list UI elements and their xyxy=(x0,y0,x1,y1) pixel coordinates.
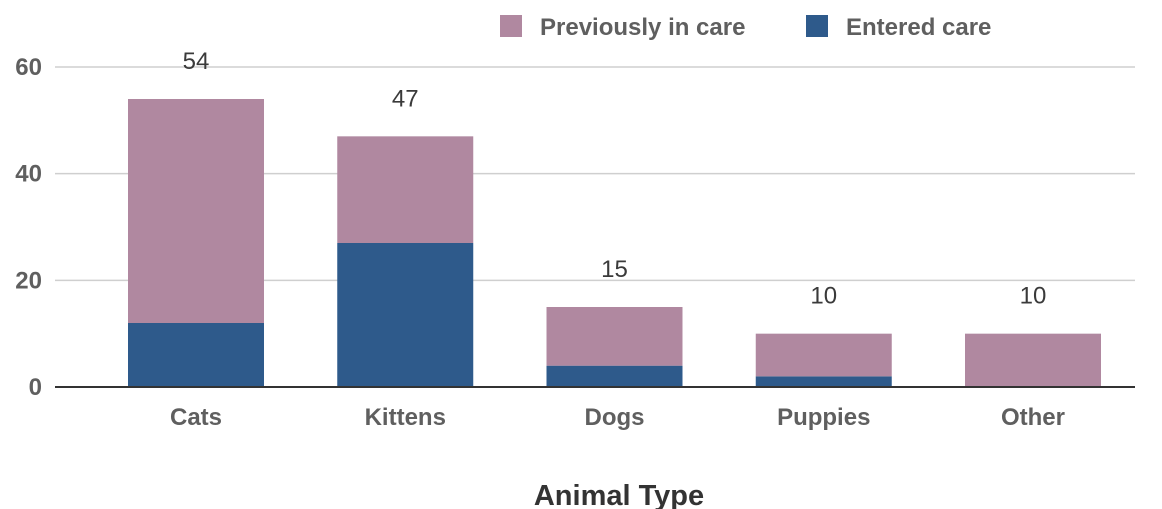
bar-segment-previously-in-care-kittens xyxy=(337,136,474,243)
y-tick-label: 20 xyxy=(15,267,42,294)
total-label-kittens: 47 xyxy=(392,85,419,112)
bar-segment-previously-in-care-cats xyxy=(128,99,264,323)
bar-segment-entered-care-cats xyxy=(128,323,264,387)
category-label-cats: Cats xyxy=(170,404,222,431)
total-labels: 54 47 15 10 10 xyxy=(183,48,1047,310)
category-label-other: Other xyxy=(1001,404,1065,431)
bars xyxy=(128,99,1101,387)
category-label-puppies: Puppies xyxy=(777,404,870,431)
y-tick-label: 40 xyxy=(15,161,42,188)
total-label-cats: 54 xyxy=(183,48,210,75)
bar-segment-previously-in-care-dogs xyxy=(546,307,683,366)
x-axis-category-labels: Cats Kittens Dogs Puppies Other xyxy=(170,404,1065,431)
legend-swatch-previously-in-care xyxy=(500,15,522,37)
legend-swatch-entered-care xyxy=(806,15,828,37)
legend-label-entered-care: Entered care xyxy=(846,14,991,41)
total-label-other: 10 xyxy=(1020,283,1047,310)
legend-label-previously-in-care: Previously in care xyxy=(540,14,745,41)
total-label-dogs: 15 xyxy=(601,256,628,283)
category-label-kittens: Kittens xyxy=(365,404,446,431)
bar-segment-previously-in-care-puppies xyxy=(755,333,892,377)
category-label-dogs: Dogs xyxy=(585,404,645,431)
y-tick-label: 0 xyxy=(29,374,42,401)
total-label-puppies: 10 xyxy=(810,283,837,310)
bar-segment-entered-care-puppies xyxy=(755,376,892,387)
y-tick-label: 60 xyxy=(15,54,42,81)
bar-segment-entered-care-kittens xyxy=(337,243,474,387)
y-axis-ticks: 0 20 40 60 xyxy=(15,54,42,401)
legend: Previously in care Entered care xyxy=(500,14,991,41)
bar-segment-entered-care-dogs xyxy=(546,365,683,387)
x-axis-title: Animal Type xyxy=(534,480,704,509)
bar-segment-previously-in-care-other xyxy=(965,333,1101,387)
